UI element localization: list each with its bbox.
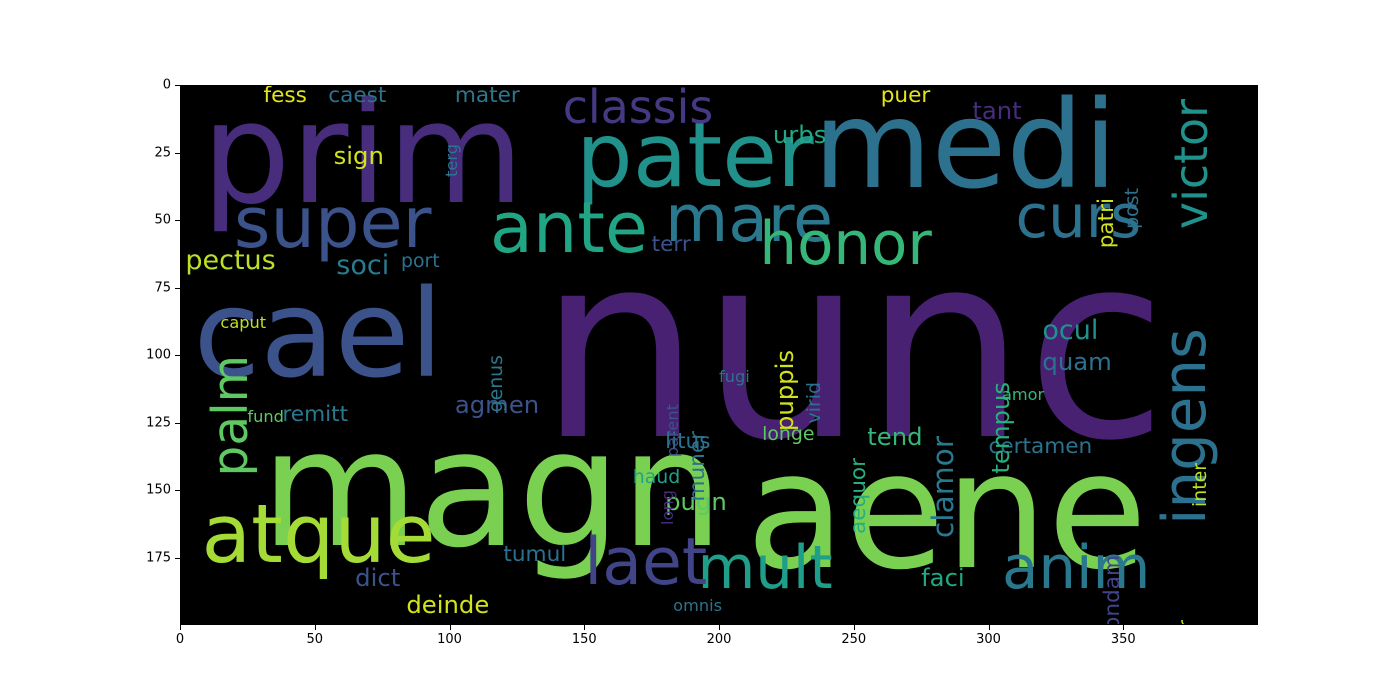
- word-faci: faci: [921, 562, 965, 592]
- word-mult: mult: [697, 533, 833, 603]
- y-tick-label: 125: [146, 415, 171, 430]
- x-tick: [584, 625, 586, 630]
- word-ante: ante: [489, 187, 649, 269]
- x-tick-label: 350: [1110, 632, 1136, 647]
- word-genus: genus: [485, 355, 508, 413]
- word-patri: patri: [1094, 198, 1120, 249]
- word-magn: magn: [260, 396, 724, 584]
- word-amor: amor: [1001, 385, 1045, 405]
- y-tick-label: 175: [146, 550, 171, 565]
- word-fund: fund: [247, 407, 284, 426]
- y-tick: [175, 220, 180, 221]
- word-quondam: quondam: [1099, 554, 1125, 625]
- word-medi: medi: [813, 85, 1118, 216]
- word-fess: fess: [263, 85, 307, 108]
- word-urbs: urbs: [772, 119, 827, 149]
- x-tick: [180, 625, 181, 630]
- y-tick-label: 25: [154, 145, 171, 160]
- word-honor: honor: [759, 209, 932, 279]
- word-victor: victor: [1164, 98, 1219, 229]
- word-inter: inter: [1188, 463, 1211, 508]
- y-tick-label: 0: [162, 77, 171, 93]
- y-tick: [175, 355, 180, 356]
- word-port: port: [400, 250, 440, 273]
- word-quam: quam: [1042, 346, 1112, 376]
- word-longe: longe: [762, 423, 815, 446]
- x-tick: [1123, 625, 1125, 630]
- word-deinde: deinde: [406, 589, 490, 619]
- y-tick-label: 75: [154, 280, 171, 295]
- word-muner: muner: [684, 430, 710, 502]
- y-tick: [175, 490, 180, 491]
- x-tick-label: 50: [306, 632, 324, 647]
- y-tick: [175, 287, 180, 289]
- y-tick: [175, 85, 180, 86]
- y-tick: [175, 422, 180, 424]
- x-tick-label: 300: [976, 632, 1001, 647]
- word-puppis: puppis: [769, 349, 799, 431]
- word-virid: virid: [803, 382, 826, 424]
- word-super: super: [233, 181, 432, 264]
- word-nunc: nunc: [538, 199, 1168, 497]
- word-pugn: pugn: [665, 487, 727, 516]
- x-tick: [314, 625, 316, 630]
- word-pectus: pectus: [185, 245, 276, 276]
- word-terg: terg: [442, 144, 462, 178]
- word-prim: prim: [201, 85, 525, 236]
- word-atque: atque: [201, 488, 436, 583]
- word-remitt: remitt: [282, 401, 349, 427]
- word-classis: classis: [562, 85, 714, 134]
- word-clamor: clamor: [926, 436, 962, 539]
- word-dict: dict: [355, 562, 401, 592]
- x-tick-label: 0: [175, 632, 185, 647]
- word-post: post: [1121, 187, 1144, 229]
- word-curs: curs: [1015, 182, 1142, 252]
- x-tick: [719, 625, 720, 630]
- y-tick-label: 100: [146, 347, 171, 363]
- word-puer: puer: [880, 85, 931, 108]
- x-tick-label: 250: [841, 632, 867, 647]
- word-aequor: aequor: [846, 457, 872, 534]
- x-tick-label: 200: [706, 632, 732, 647]
- x-tick: [988, 625, 990, 630]
- word-tend: tend: [867, 422, 923, 452]
- word-litus: litus: [665, 428, 711, 454]
- y-tick-label: 150: [146, 482, 171, 498]
- word-sign: sign: [333, 141, 384, 171]
- wordcloud-image: nunc magn aene prim cael medi pater atque super a…: [180, 85, 1258, 625]
- word-senior: senior: [1175, 620, 1197, 625]
- word-mater: mater: [454, 85, 520, 108]
- x-tick-label: 150: [571, 632, 597, 647]
- y-tick-label: 50: [154, 212, 171, 228]
- word-anim: anim: [1001, 533, 1151, 603]
- word-haud: haud: [632, 466, 681, 489]
- word-certamen: certamen: [988, 434, 1093, 459]
- word-parent: parent: [663, 403, 683, 457]
- word-laet: laet: [584, 524, 708, 600]
- word-agmen: agmen: [454, 389, 540, 419]
- word-caest: caest: [328, 85, 387, 108]
- word-long: long: [657, 490, 677, 525]
- x-tick: [449, 625, 451, 630]
- word-omnis: omnis: [673, 596, 723, 615]
- word-terr: terr: [651, 231, 691, 257]
- word-tant: tant: [972, 95, 1022, 125]
- y-tick: [175, 152, 180, 154]
- x-tick: [853, 625, 855, 630]
- word-soci: soci: [336, 250, 390, 282]
- word-tumul: tumul: [503, 542, 567, 567]
- word-aene: aene: [745, 417, 1148, 606]
- y-tick: [175, 557, 180, 559]
- word-fugi: fugi: [719, 366, 750, 386]
- x-tick-label: 100: [437, 632, 462, 647]
- word-pater: pater: [576, 104, 814, 208]
- word-mare: mare: [665, 181, 834, 257]
- word-caput: caput: [220, 312, 267, 332]
- word-cael: cael: [193, 263, 444, 405]
- word-ocul: ocul: [1042, 315, 1099, 347]
